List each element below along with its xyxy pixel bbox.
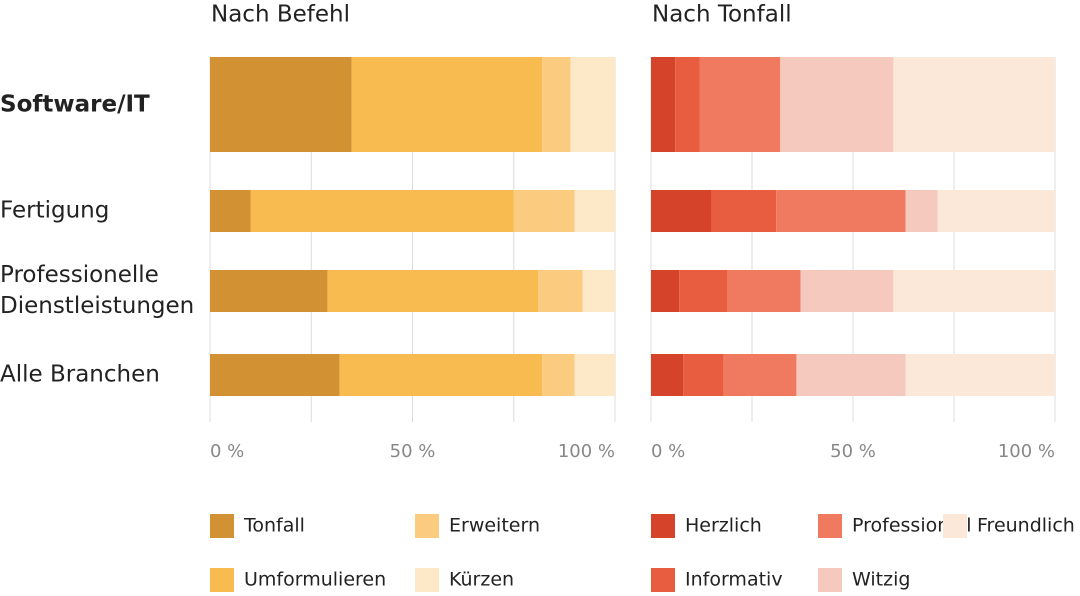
legend-swatch — [415, 514, 439, 538]
bar-segment — [542, 57, 571, 152]
x-tick-label: 0 % — [210, 441, 244, 462]
legend-label: Umformulieren — [244, 569, 386, 591]
chart-title: Nach Befehl — [211, 2, 350, 28]
bar-segment — [542, 354, 575, 396]
bar-segment — [711, 190, 777, 232]
bar-segment — [651, 57, 676, 152]
bar-segment — [905, 190, 938, 232]
legend-label: Erweitern — [449, 515, 540, 537]
bar-segment — [683, 354, 724, 396]
legend-label: Professionell — [852, 515, 972, 537]
bar-segment — [675, 57, 700, 152]
bar-segment — [538, 270, 583, 312]
legend-swatch — [943, 514, 967, 538]
bar-segment — [937, 190, 1055, 232]
bar-segment — [570, 57, 615, 152]
legend-label: Tonfall — [243, 515, 305, 537]
bar-segment — [210, 57, 352, 152]
legend-swatch — [651, 514, 675, 538]
bar-segment — [210, 354, 340, 396]
bar-segment — [679, 270, 728, 312]
legend-label: Freundlich — [977, 515, 1075, 537]
legend-swatch — [415, 568, 439, 592]
bar-segment — [327, 270, 539, 312]
bar-segment — [780, 57, 894, 152]
bar-segment — [699, 57, 781, 152]
bar-segment — [651, 270, 680, 312]
x-tick-label: 100 % — [558, 441, 615, 462]
category-label: Fertigung — [0, 197, 110, 224]
bar-segment — [893, 57, 1055, 152]
bar-segment — [574, 354, 615, 396]
legend-label: Informativ — [685, 569, 783, 591]
x-tick-label: 50 % — [390, 441, 436, 462]
bar-segment — [905, 354, 1055, 396]
legend-label: Kürzen — [449, 569, 514, 591]
bar-segment — [723, 354, 797, 396]
bar-segment — [210, 190, 251, 232]
legend-swatch — [651, 568, 675, 592]
bar-segment — [351, 57, 543, 152]
legend-swatch — [210, 514, 234, 538]
bar-segment — [210, 270, 328, 312]
bar-segment — [339, 354, 543, 396]
bar-segment — [727, 270, 801, 312]
bar-segment — [651, 354, 684, 396]
legend-swatch — [818, 514, 842, 538]
category-label: Software/IT — [0, 91, 150, 117]
x-tick-label: 100 % — [998, 441, 1055, 462]
legend-label: Witzig — [852, 569, 910, 591]
bar-segment — [513, 190, 575, 232]
x-tick-label: 0 % — [651, 441, 685, 462]
legend-label: Herzlich — [685, 515, 762, 537]
category-label: Alle Branchen — [0, 361, 160, 388]
bar-segment — [893, 270, 1055, 312]
legend-swatch — [818, 568, 842, 592]
bar-segment — [651, 190, 712, 232]
bar-segment — [800, 270, 894, 312]
legend-swatch — [210, 568, 234, 592]
chart-title: Nach Tonfall — [652, 2, 792, 28]
bar-segment — [776, 190, 906, 232]
bar-segment — [250, 190, 514, 232]
bar-segment — [796, 354, 906, 396]
bar-segment — [574, 190, 615, 232]
x-tick-label: 50 % — [830, 441, 876, 462]
category-label: Professionelle Dienstleistungen — [0, 262, 195, 319]
bar-segment — [582, 270, 615, 312]
